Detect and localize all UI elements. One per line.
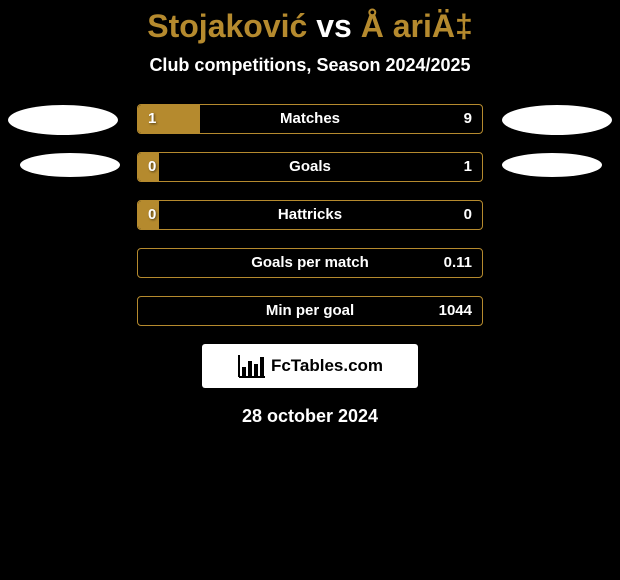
brand-text: FcTables.com: [271, 356, 383, 376]
stat-bar: 0Hattricks0: [137, 200, 483, 230]
player1-oval-2: [20, 153, 120, 177]
stat-label: Goals per match: [138, 249, 482, 277]
brand-chart-icon: [237, 353, 267, 379]
bars-group: 1Matches90Goals10Hattricks0Goals per mat…: [137, 104, 483, 326]
stat-right-value: 0: [464, 201, 472, 229]
vs-text: vs: [316, 8, 352, 44]
date: 28 october 2024: [0, 406, 620, 427]
stat-label: Matches: [138, 105, 482, 133]
title-row: Stojaković vs Å ariÄ‡: [0, 0, 620, 45]
brand-box[interactable]: FcTables.com: [202, 344, 418, 388]
stat-label: Goals: [138, 153, 482, 181]
stat-bar: 1Matches9: [137, 104, 483, 134]
stat-bar: Min per goal1044: [137, 296, 483, 326]
stat-right-value: 1: [464, 153, 472, 181]
player2-oval-2: [502, 153, 602, 177]
stat-right-value: 1044: [439, 297, 472, 325]
content-row: 1Matches90Goals10Hattricks0Goals per mat…: [0, 104, 620, 326]
stat-bar: Goals per match0.11: [137, 248, 483, 278]
stat-label: Min per goal: [138, 297, 482, 325]
player1-oval-1: [8, 105, 118, 135]
player1-name: Stojaković: [147, 8, 307, 44]
stat-label: Hattricks: [138, 201, 482, 229]
comparison-card: Stojaković vs Å ariÄ‡ Club competitions,…: [0, 0, 620, 580]
stat-right-value: 9: [464, 105, 472, 133]
player2-name: Å ariÄ‡: [361, 8, 473, 44]
stat-right-value: 0.11: [444, 249, 472, 277]
subtitle: Club competitions, Season 2024/2025: [0, 55, 620, 76]
player2-oval-1: [502, 105, 612, 135]
stat-bar: 0Goals1: [137, 152, 483, 182]
